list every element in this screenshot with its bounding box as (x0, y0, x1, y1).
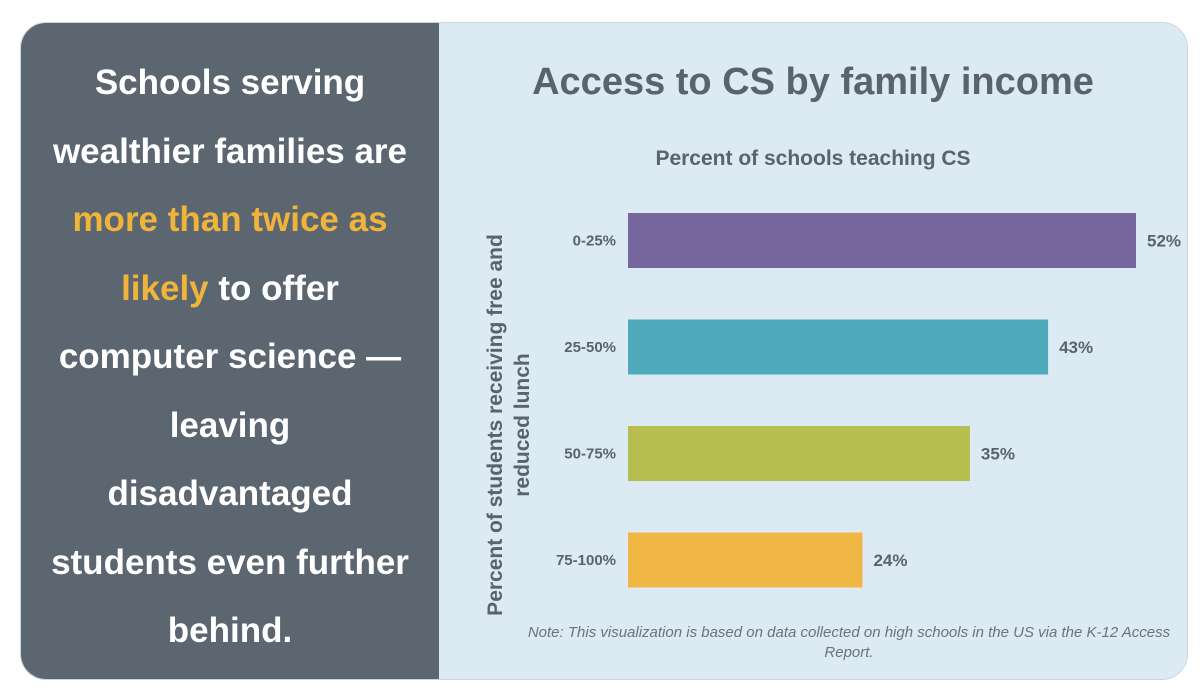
statement-part-2: to offer computer science — leaving disa… (51, 268, 409, 651)
chart-note: Note: This visualization is based on dat… (527, 624, 1171, 661)
category-label: 0-25% (573, 233, 616, 250)
category-label: 75-100% (556, 552, 616, 569)
value-label: 43% (1059, 338, 1093, 357)
statement-highlight: more than twice as likely (72, 200, 388, 308)
value-label: 52% (1147, 232, 1181, 251)
bar-75-100% (628, 532, 863, 588)
bar-25-50% (628, 319, 1049, 375)
value-label: 35% (981, 445, 1015, 464)
chart-panel: Access to CS by family income Percent of… (439, 23, 1187, 679)
statement-part-1: Schools serving wealthier families are (52, 63, 408, 171)
infographic-card: Schools serving wealthier families are m… (20, 22, 1188, 680)
statement-panel: Schools serving wealthier families are m… (21, 23, 439, 679)
category-label: 25-50% (564, 339, 616, 356)
bar-chart: 0-25% 52% 25-50% 43% 50-75% 35% 75-100% 24% (556, 213, 1181, 588)
category-label: 50-75% (564, 446, 616, 463)
bar-50-75% (628, 426, 970, 481)
chart-title: Access to CS by family income (532, 61, 1094, 103)
statement-text: Schools serving wealthier families are m… (43, 49, 417, 666)
bar-0-25% (628, 213, 1136, 268)
chart-subtitle: Percent of schools teaching CS (655, 147, 971, 170)
value-label: 24% (873, 551, 907, 570)
